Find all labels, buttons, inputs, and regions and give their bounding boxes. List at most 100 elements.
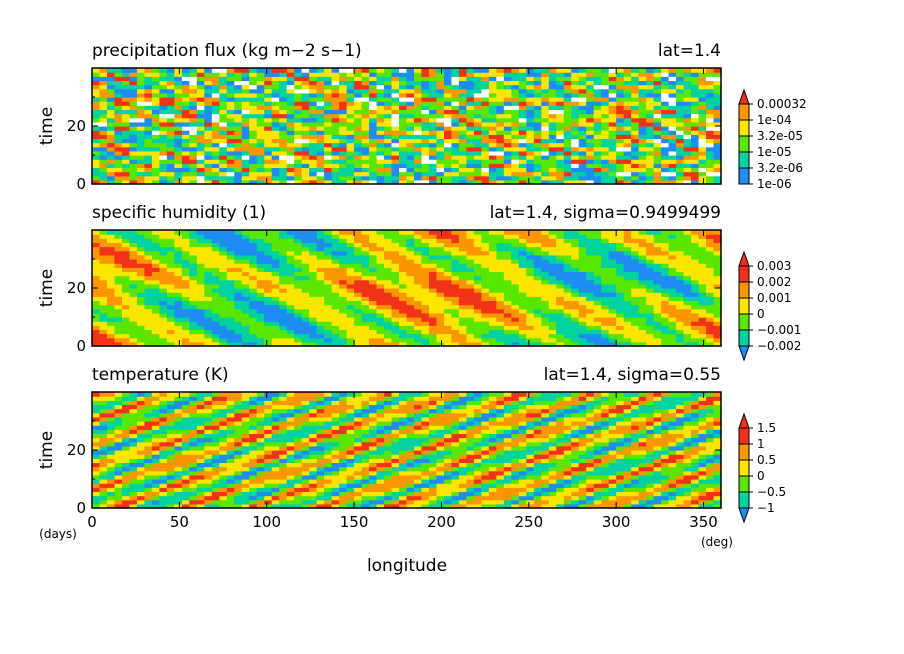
heatmap-cell xyxy=(316,242,325,248)
heatmap-cell xyxy=(548,167,557,173)
heatmap-cell xyxy=(676,76,685,82)
heatmap-cell xyxy=(706,171,715,177)
heatmap-cell xyxy=(668,333,677,339)
heatmap-cell xyxy=(376,72,385,77)
heatmap-cell xyxy=(676,126,685,131)
heatmap-cell xyxy=(481,296,490,302)
heatmap-cell xyxy=(196,499,205,505)
heatmap-cell xyxy=(376,275,385,281)
heatmap-cell xyxy=(99,117,108,123)
heatmap-cell xyxy=(458,101,468,106)
heatmap-cell xyxy=(391,163,400,169)
heatmap-cell xyxy=(241,150,250,156)
heatmap-cell xyxy=(563,499,572,505)
heatmap-cell xyxy=(324,296,333,302)
heatmap-cell xyxy=(92,179,101,185)
heatmap-cell xyxy=(309,300,318,306)
heatmap-cell xyxy=(129,503,138,509)
heatmap-cell xyxy=(503,288,512,293)
heatmap-cell xyxy=(106,321,116,326)
heatmap-cell xyxy=(92,267,101,273)
heatmap-cell xyxy=(473,155,482,160)
heatmap-cell xyxy=(309,230,318,235)
heatmap-cell xyxy=(541,88,550,94)
heatmap-cell xyxy=(683,121,692,127)
heatmap-cell xyxy=(691,84,700,90)
heatmap-cell xyxy=(121,101,131,106)
heatmap-cell xyxy=(92,134,101,140)
heatmap-cell xyxy=(256,304,265,310)
heatmap-cell xyxy=(384,288,393,293)
heatmap-cell xyxy=(406,304,415,310)
heatmap-cell xyxy=(443,72,453,77)
heatmap-cell xyxy=(399,296,408,302)
heatmap-cell xyxy=(608,250,617,256)
heatmap-cell xyxy=(691,72,700,77)
heatmap-cell xyxy=(428,163,438,169)
heatmap-cell xyxy=(264,80,273,86)
heatmap-cell xyxy=(226,254,235,260)
heatmap-cell xyxy=(286,242,295,248)
heatmap-cell xyxy=(174,329,183,335)
heatmap-cell xyxy=(683,250,692,256)
heatmap-cell xyxy=(406,312,415,318)
heatmap-cell xyxy=(151,159,160,164)
heatmap-cell xyxy=(144,503,153,509)
heatmap-cell xyxy=(593,117,602,123)
heatmap-cell xyxy=(189,126,198,131)
heatmap-cell xyxy=(488,167,497,173)
heatmap-cell xyxy=(376,146,385,152)
heatmap-cell xyxy=(638,238,647,244)
heatmap-cell xyxy=(151,175,160,181)
heatmap-cell xyxy=(129,130,138,135)
heatmap-cell xyxy=(286,321,295,326)
heatmap-cell xyxy=(578,113,587,119)
heatmap-cell xyxy=(286,163,295,169)
heatmap-cell xyxy=(646,76,655,82)
heatmap-cell xyxy=(294,250,303,256)
heatmap-cell xyxy=(354,80,363,86)
heatmap-cell xyxy=(106,179,116,185)
heatmap-cell xyxy=(399,337,408,343)
colorbar-label: 0.003 xyxy=(757,259,791,273)
heatmap-cell xyxy=(114,72,123,77)
heatmap-cell xyxy=(496,337,505,343)
heatmap-cell xyxy=(324,109,333,115)
heatmap-cell xyxy=(661,97,670,102)
heatmap-cell xyxy=(316,325,325,331)
heatmap-cell xyxy=(189,117,198,123)
heatmap-cell xyxy=(324,263,333,268)
heatmap-cell xyxy=(526,499,535,505)
heatmap-cell xyxy=(518,499,527,505)
heatmap-cell xyxy=(413,250,423,256)
heatmap-cell xyxy=(488,101,497,106)
heatmap-cell xyxy=(114,288,123,293)
heatmap-cell xyxy=(503,317,512,322)
heatmap-cell xyxy=(698,109,707,115)
heatmap-cell xyxy=(533,126,542,131)
heatmap-cell xyxy=(196,113,205,119)
heatmap-cell xyxy=(533,238,542,244)
heatmap-cell xyxy=(503,250,512,256)
heatmap-cell xyxy=(428,138,438,144)
heatmap-cell xyxy=(369,499,378,505)
heatmap-cell xyxy=(511,333,520,339)
heatmap-cell xyxy=(421,113,430,119)
heatmap-cell xyxy=(136,300,146,306)
heatmap-cell xyxy=(286,126,295,131)
heatmap-cell xyxy=(241,246,250,252)
heatmap-cell xyxy=(204,84,213,90)
heatmap-cell xyxy=(638,325,647,331)
heatmap-cell xyxy=(286,296,295,302)
heatmap-cell xyxy=(136,130,146,135)
heatmap-cell xyxy=(211,308,220,314)
heatmap-cell xyxy=(309,333,318,339)
heatmap-cell xyxy=(384,142,393,148)
heatmap-cell xyxy=(473,159,482,164)
heatmap-cell xyxy=(503,97,512,102)
heatmap-cell xyxy=(399,254,408,260)
heatmap-cell xyxy=(211,296,220,302)
heatmap-cell xyxy=(324,159,333,164)
heatmap-cell xyxy=(518,113,527,119)
heatmap-cell xyxy=(346,150,355,156)
